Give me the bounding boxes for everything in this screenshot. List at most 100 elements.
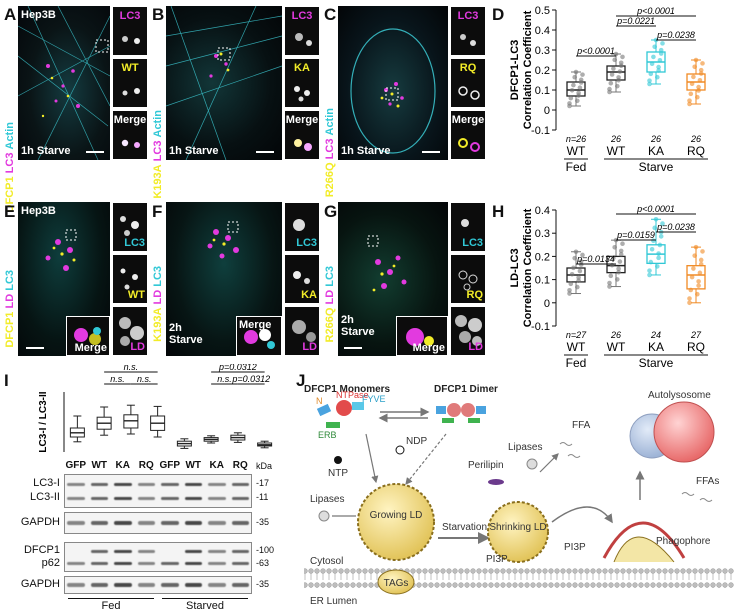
p-value: p=0.0238 (656, 222, 695, 232)
inset-e-4: Merge (66, 316, 110, 356)
data-point (648, 71, 654, 77)
autolysosome-icon (653, 401, 715, 463)
y-tick-label: 0.4 (535, 205, 550, 217)
box-1 (606, 237, 626, 289)
blot-band (67, 482, 85, 486)
data-point (608, 273, 614, 279)
blot-label: LC3-I (33, 477, 60, 490)
inset-a-2: WT (112, 58, 148, 108)
blot-band (90, 562, 108, 566)
data-point (692, 253, 697, 258)
inset-a-3-label: Merge (113, 114, 147, 126)
y-tick-label: 0 (544, 105, 550, 117)
p-value: p=0.0312 (231, 374, 270, 384)
data-point (573, 69, 579, 75)
kda-marker: -11 (256, 492, 269, 503)
inset-f-4-label: Merge (239, 319, 272, 331)
data-point (649, 61, 655, 66)
y-tick-label: -0.1 (531, 321, 550, 333)
box-3 (686, 57, 706, 107)
inset-g-2: RQ (450, 254, 486, 304)
data-point (656, 68, 661, 73)
micrograph-b: 1h Starve (166, 6, 282, 160)
blot-band (90, 583, 108, 587)
group-label: Starved (186, 600, 224, 612)
fyve-label: FYVE (362, 394, 386, 404)
inset-g-1: LC3 (450, 202, 486, 252)
condition-label-c: 1h Starve (341, 145, 391, 157)
panel-label-j: J (296, 371, 306, 390)
n-label: 26 (610, 330, 621, 340)
micrograph-c: 1h Starve (338, 6, 448, 160)
blot-band (184, 482, 202, 486)
micrograph-a-art (18, 6, 110, 160)
data-point (648, 259, 654, 265)
y-tick-label: 0.1 (535, 85, 550, 97)
data-point (693, 244, 699, 250)
data-point (615, 83, 620, 89)
blot-band (184, 496, 202, 500)
blot-band (114, 549, 132, 553)
data-point (698, 257, 704, 263)
box-i-3 (150, 405, 166, 438)
box-rect (606, 65, 626, 81)
box-2 (646, 37, 666, 87)
data-point (687, 101, 692, 107)
lane-label: KA (115, 460, 130, 471)
p-value: p=0.0159 (616, 230, 655, 240)
channel-1-b: K193A (152, 164, 164, 199)
micrograph-e-art (26, 229, 77, 349)
data-point (575, 284, 580, 290)
lane-label: KA (209, 460, 224, 471)
kda-marker: -63 (256, 557, 270, 568)
ntp-label: NTP (328, 468, 348, 479)
data-point (577, 268, 583, 274)
panel-label-h: H (492, 202, 505, 221)
blot-band (161, 496, 179, 500)
lane-label: RQ (138, 460, 154, 471)
micrograph-b-art (166, 6, 282, 160)
panel-label-b: B (152, 5, 165, 24)
n-label: 26 (610, 134, 621, 144)
condition-label-a: 1h Starve (21, 145, 71, 157)
channel-1-g: R266Q (324, 307, 336, 343)
data-point (696, 279, 701, 284)
data-point (647, 78, 652, 83)
data-point (617, 259, 623, 264)
data-point (655, 74, 660, 80)
inset-f-3: LD (284, 306, 320, 356)
ffa-label: FFA (572, 420, 591, 431)
inset-f-3-label: LD (302, 341, 317, 353)
y-axis-label: Correlation Coefficient (522, 208, 534, 327)
inset-a-3: Merge (112, 110, 148, 160)
phagophore-membrane (602, 521, 686, 559)
data-point (656, 64, 661, 70)
inset-g-4: Merge (396, 316, 448, 356)
pi3p-label-1: PI3P (486, 554, 508, 565)
starvation-label: Starvation (442, 522, 487, 533)
y-tick-label: 0.3 (535, 228, 550, 240)
data-point (578, 262, 584, 267)
autolysosome-label: Autolysosome (648, 390, 711, 401)
blot-band (231, 583, 249, 587)
blot-band (208, 496, 226, 500)
micrograph-g: 2h Starve Merge (338, 202, 448, 356)
n-label: 24 (650, 330, 661, 340)
channel-1-e: DFCP1 (4, 311, 16, 348)
data-point (700, 61, 705, 66)
data-point (660, 41, 665, 46)
condition-f-line2: Starve (169, 334, 203, 347)
inset-f-2: KA (284, 254, 320, 304)
lane-label: GFP (65, 460, 87, 471)
data-point (571, 82, 576, 88)
data-point (573, 249, 579, 255)
p-value: p=0.0312 (218, 364, 257, 372)
inset-c-1: LC3 (450, 6, 486, 56)
group-label: Fed (101, 600, 121, 612)
data-point (612, 57, 617, 63)
data-point (616, 269, 621, 275)
western-blots: GFP WT KA RQ GFP WT KA RQ kDa LC3-I -17 LC3-II -11 GA… (0, 460, 290, 613)
channel-labels-c: R266Q LC3 Actin (324, 108, 336, 197)
data-point (577, 85, 583, 90)
data-point (696, 283, 701, 288)
